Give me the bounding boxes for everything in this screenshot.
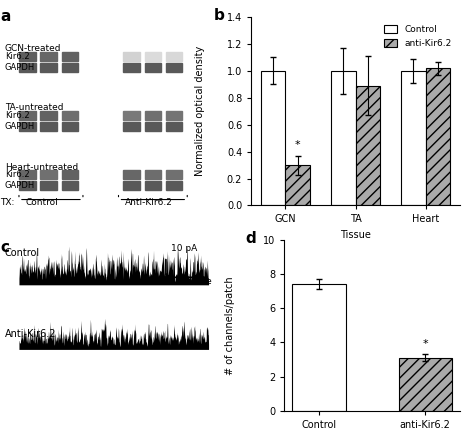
- Text: Kir6.2: Kir6.2: [5, 111, 29, 120]
- Bar: [145, 52, 161, 61]
- Bar: [166, 111, 182, 120]
- Bar: [19, 122, 36, 131]
- Bar: [62, 181, 78, 190]
- Bar: [40, 111, 57, 120]
- Y-axis label: # of channels/patch: # of channels/patch: [225, 276, 235, 374]
- Bar: [145, 122, 161, 131]
- Bar: [166, 170, 182, 179]
- Y-axis label: Normalized optical density: Normalized optical density: [195, 46, 205, 176]
- Bar: [40, 181, 57, 190]
- Bar: [145, 181, 161, 190]
- Bar: [123, 63, 140, 71]
- Bar: [123, 111, 140, 120]
- Bar: [166, 181, 182, 190]
- Bar: [145, 170, 161, 179]
- Bar: [62, 63, 78, 71]
- Bar: [62, 111, 78, 120]
- Bar: [123, 181, 140, 190]
- Text: GAPDH: GAPDH: [5, 122, 35, 131]
- Text: Anti-Kir6.2: Anti-Kir6.2: [125, 198, 173, 207]
- Bar: [145, 63, 161, 71]
- Bar: [62, 52, 78, 61]
- Text: Anti-Kir6.2: Anti-Kir6.2: [5, 329, 56, 339]
- Text: Kir6.2: Kir6.2: [5, 170, 29, 179]
- Text: b: b: [214, 8, 225, 23]
- Bar: [19, 170, 36, 179]
- Bar: [331, 71, 356, 205]
- Bar: [40, 52, 57, 61]
- Bar: [356, 86, 380, 205]
- Bar: [123, 122, 140, 131]
- Text: *: *: [295, 140, 301, 150]
- Text: c: c: [0, 240, 9, 255]
- Bar: [19, 111, 36, 120]
- Text: TX:: TX:: [0, 198, 14, 207]
- Bar: [40, 122, 57, 131]
- Bar: [62, 170, 78, 179]
- Bar: [40, 170, 57, 179]
- Bar: [261, 71, 285, 205]
- Text: d: d: [246, 231, 256, 246]
- Legend: Control, anti-Kir6.2: Control, anti-Kir6.2: [380, 22, 455, 52]
- Text: Heart-untreated: Heart-untreated: [5, 163, 78, 172]
- Text: GCN-treated: GCN-treated: [5, 45, 61, 54]
- Text: *: *: [422, 339, 428, 349]
- Bar: [19, 52, 36, 61]
- Bar: [401, 71, 426, 205]
- Text: 1 minute: 1 minute: [171, 277, 211, 286]
- Bar: [123, 170, 140, 179]
- Text: Control: Control: [5, 248, 40, 258]
- Bar: [19, 63, 36, 71]
- Bar: [166, 52, 182, 61]
- Bar: [145, 111, 161, 120]
- Bar: [123, 52, 140, 61]
- Text: a: a: [0, 9, 10, 24]
- X-axis label: Tissue: Tissue: [340, 230, 371, 240]
- Text: Control: Control: [25, 198, 58, 207]
- Bar: [399, 358, 452, 411]
- Bar: [19, 181, 36, 190]
- Bar: [426, 68, 450, 205]
- Bar: [62, 122, 78, 131]
- Bar: [166, 122, 182, 131]
- Bar: [40, 63, 57, 71]
- Text: GAPDH: GAPDH: [5, 63, 35, 72]
- Text: Kir6.2: Kir6.2: [5, 52, 29, 61]
- Text: TA-untreated: TA-untreated: [5, 104, 63, 113]
- Bar: [292, 284, 346, 411]
- Bar: [285, 165, 310, 205]
- Text: 10 pA: 10 pA: [171, 244, 197, 253]
- Text: GAPDH: GAPDH: [5, 181, 35, 190]
- Bar: [166, 63, 182, 71]
